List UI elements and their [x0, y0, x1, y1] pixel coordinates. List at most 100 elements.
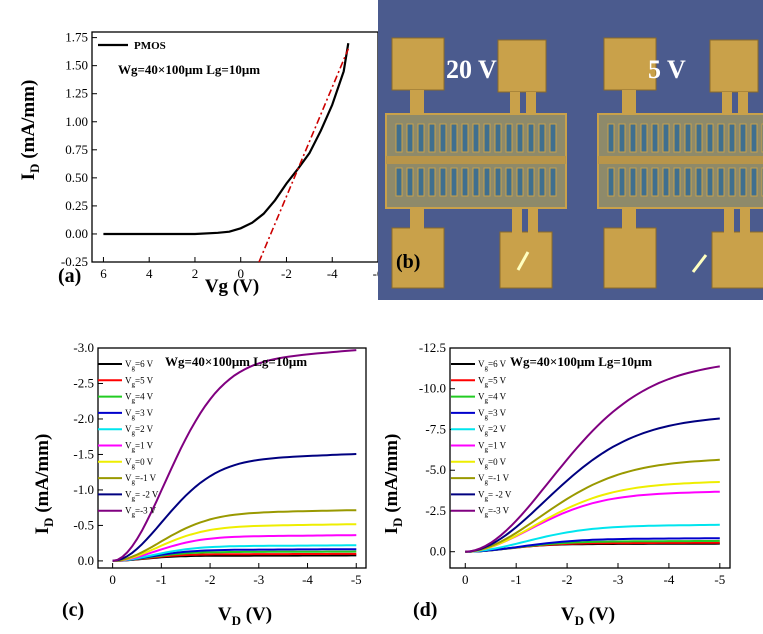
chart-d-series-line	[465, 537, 720, 553]
finger	[651, 123, 659, 153]
finger	[483, 123, 491, 153]
probe-mark	[691, 254, 708, 273]
chart-a-ylabel: ID (mA/mm)	[18, 80, 42, 181]
lead-trace	[740, 206, 750, 234]
contact-pad	[391, 37, 445, 91]
chart-c-xtick-label: -2	[205, 572, 216, 587]
device-20v	[385, 37, 567, 289]
chart-c-legend-label: Vg=4 V	[125, 392, 154, 405]
finger	[706, 123, 714, 153]
chart-c-series-line	[112, 509, 357, 562]
chart-c-annotation: Wg=40×100μm Lg=10μm	[165, 354, 307, 369]
gate-bus	[598, 156, 763, 164]
chart-d-legend-label: Vg=4 V	[478, 392, 507, 405]
finger	[728, 123, 736, 153]
finger	[750, 167, 758, 197]
finger	[494, 167, 502, 197]
finger	[472, 123, 480, 153]
chart-c-legend-label: Vg=1 V	[125, 441, 154, 454]
chart-c-ytick-label: -1.5	[73, 446, 94, 461]
chart-c-legend-label: Vg=-1 V	[125, 473, 157, 486]
chart-a-ytick-label: 1.00	[65, 114, 88, 129]
lead-trace	[724, 206, 734, 234]
finger	[717, 167, 725, 197]
chart-d-xtick-label: -5	[714, 572, 725, 587]
chart-c-series-line	[112, 548, 357, 562]
chart-a-xtick-label: -4	[327, 266, 338, 281]
lead-trace	[526, 92, 536, 116]
finger	[651, 167, 659, 197]
finger	[684, 123, 692, 153]
chart-d-xtick-label: -2	[562, 572, 573, 587]
chart-c-plot-frame	[97, 347, 367, 569]
chart-a-ytick-label: 1.50	[65, 58, 88, 73]
finger	[516, 123, 524, 153]
finger	[417, 167, 425, 197]
finger	[428, 167, 436, 197]
finger	[607, 167, 615, 197]
chart-a-xtick-label: 4	[146, 266, 153, 281]
lead-trace	[622, 90, 636, 116]
finger	[739, 123, 747, 153]
chart-c-ylabel: ID (mA/mm)	[32, 434, 56, 535]
chart-d-legend-label: Vg=-1 V	[478, 473, 510, 486]
chart-d-ylabel: ID (mA/mm)	[385, 434, 405, 535]
chart-c-legend-label: Vg=6 V	[125, 359, 154, 372]
finger	[472, 167, 480, 197]
finger	[417, 123, 425, 153]
chart-d-xtick-label: 0	[462, 572, 469, 587]
finger	[717, 123, 725, 153]
finger	[695, 167, 703, 197]
contact-pad	[497, 39, 547, 93]
lead-trace	[722, 92, 732, 116]
finger	[527, 123, 535, 153]
finger	[549, 123, 557, 153]
finger	[684, 167, 692, 197]
chart-c-xtick-label: -3	[253, 572, 264, 587]
chart-d-ytick-label: -2.5	[425, 503, 446, 518]
finger	[450, 123, 458, 153]
chart-d-legend-label: Vg=2 V	[478, 424, 507, 437]
gate-bus	[386, 156, 566, 164]
chart-d-ytick-label: -10.0	[419, 381, 446, 396]
chart-a-legend-label: PMOS	[134, 40, 166, 52]
contact-pad	[603, 227, 657, 289]
chart-c: 0 -1 -2 -3 -4 -5 0.0 -0.5 -1.0 -1.5 -2.0 -2.5 -3.0 Vg…	[32, 340, 367, 628]
finger	[505, 123, 513, 153]
finger	[695, 123, 703, 153]
contact-pad	[391, 227, 445, 289]
chart-d-ytick-label: -5.0	[425, 462, 446, 477]
chart-d-series-line	[465, 458, 720, 553]
finger	[395, 123, 403, 153]
chart-c-ytick-label: -2.5	[73, 375, 94, 390]
lead-trace	[738, 92, 748, 116]
chart-a-ytick-label: 0.50	[65, 170, 88, 185]
chart-d-series-line	[465, 417, 720, 553]
lead-trace	[510, 92, 520, 116]
chart-c-legend-label: Vg= -2 V	[125, 489, 159, 502]
chart-c-ytick-label: -3.0	[73, 340, 94, 355]
panel-label-d: (d)	[413, 599, 437, 621]
finger	[728, 167, 736, 197]
chart-c-series-line	[112, 534, 357, 562]
chart-c-series-line	[112, 523, 357, 562]
chart-c-ytick-label: -1.0	[73, 482, 94, 497]
finger	[406, 123, 414, 153]
finger	[618, 167, 626, 197]
chart-d-legend-label: Vg=3 V	[478, 408, 507, 421]
finger	[629, 123, 637, 153]
chart-d-xtick-label: -1	[511, 572, 522, 587]
chart-c-legend-label: Vg=3 V	[125, 408, 154, 421]
chart-d-ytick-label: -7.5	[425, 421, 446, 436]
chart-c-legend-label: Vg=0 V	[125, 457, 154, 470]
finger	[527, 167, 535, 197]
finger	[640, 167, 648, 197]
finger	[662, 123, 670, 153]
contact-pad	[709, 39, 759, 93]
chart-c-ytick-label: -0.5	[73, 517, 94, 532]
photo-label-20v: 20 V	[446, 55, 497, 84]
chart-a-xtick-label: -2	[281, 266, 292, 281]
lead-trace	[528, 206, 538, 234]
chart-d-ytick-label: -12.5	[419, 340, 446, 355]
lead-trace	[410, 206, 424, 230]
